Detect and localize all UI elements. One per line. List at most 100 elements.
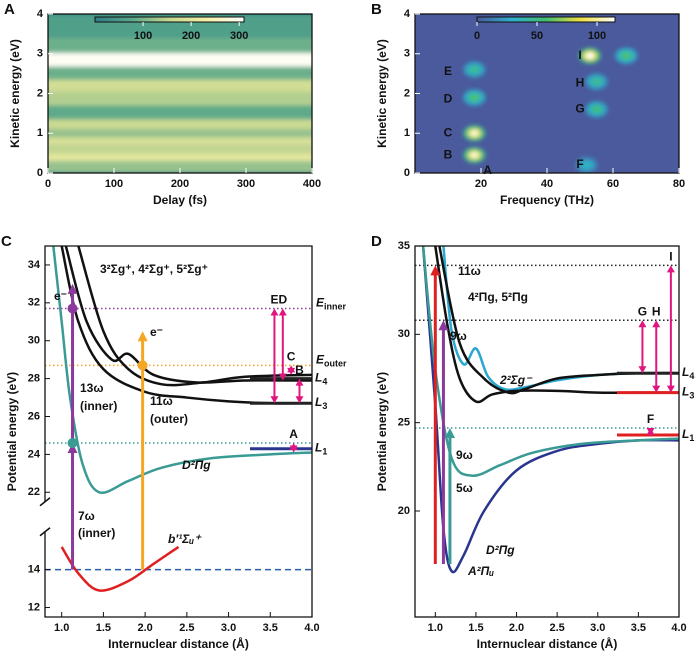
colorbar-tick-label: 300 xyxy=(230,30,248,42)
arrow-head xyxy=(444,427,455,438)
heatmap-row xyxy=(48,91,312,106)
annotation: e⁻ xyxy=(150,325,163,339)
x-tick-label: 0 xyxy=(45,178,51,190)
limit-label-main: L xyxy=(315,371,322,385)
arrow-label: A xyxy=(289,427,298,441)
peak-label: H xyxy=(576,76,585,90)
limit-label: L4 xyxy=(682,365,694,381)
x-tick-label: 1.0 xyxy=(54,622,69,634)
curve-label: A²Πᵤ xyxy=(467,564,494,578)
y-tick-label: 1 xyxy=(404,127,410,139)
annotation: 9ω xyxy=(450,329,467,343)
spot xyxy=(470,66,479,73)
spot xyxy=(592,106,601,113)
level-label: Einner xyxy=(316,296,347,312)
limit-label-main: L xyxy=(682,427,689,441)
heatmap-row xyxy=(48,105,312,120)
colorbar-tick-label: 100 xyxy=(134,30,152,42)
x-tick-label: 1.0 xyxy=(428,622,443,634)
level-label-main: E xyxy=(316,353,325,367)
colorbar-tick-label: 100 xyxy=(588,30,606,42)
x-tick-label: 40 xyxy=(541,178,553,190)
spot xyxy=(622,52,631,59)
y-tick-label: 20 xyxy=(398,505,410,517)
annotation: 3²Σg⁺, 4²Σg⁺, 5²Σg⁺ xyxy=(100,262,208,276)
y-tick-label: 3 xyxy=(404,48,410,60)
peak-label: F xyxy=(576,157,583,171)
x-tick-label: 100 xyxy=(105,178,123,190)
level-label: Eouter xyxy=(316,353,347,369)
x-tick-label: 4.0 xyxy=(671,622,686,634)
arrow-head xyxy=(270,396,279,404)
peak-label: A xyxy=(483,163,492,177)
heatmap-row xyxy=(48,161,312,173)
y-tick-label: 2 xyxy=(37,87,43,99)
y-axis-label: Kinetic energy (eV) xyxy=(375,39,389,148)
y-tick-label: 0 xyxy=(37,167,43,179)
arrow-head xyxy=(287,367,296,375)
limit-label-main: L xyxy=(315,395,322,409)
x-tick-label: 3.0 xyxy=(221,622,236,634)
heatmap-row xyxy=(48,66,312,80)
heatmap-row xyxy=(48,129,312,138)
x-tick-label: 3.5 xyxy=(631,622,646,634)
spot xyxy=(470,152,479,159)
heatmap-row xyxy=(48,37,312,53)
limit-label-sub: 1 xyxy=(689,433,694,443)
arrow-note: (inner) xyxy=(78,526,115,540)
y-tick-label: 1 xyxy=(37,127,43,139)
curve xyxy=(77,246,312,387)
arrow-head xyxy=(666,385,675,393)
arrow-note: (inner) xyxy=(80,399,117,413)
y-tick-label: 30 xyxy=(398,328,410,340)
peak-label: E xyxy=(444,64,452,78)
arrow-label: 7ω xyxy=(78,509,95,523)
arrow-head xyxy=(666,265,675,273)
plot-area xyxy=(415,14,679,173)
level-label-main: E xyxy=(316,296,325,310)
point xyxy=(67,438,78,449)
limit-label: L4 xyxy=(315,371,327,387)
x-axis-label: Internuclear distance (Å) xyxy=(108,636,249,651)
axis-break xyxy=(39,527,51,537)
panel-label: C xyxy=(1,233,12,250)
colorbar-tick-label: 50 xyxy=(531,30,543,42)
arrow-label: 13ω xyxy=(80,381,103,395)
x-axis-label: Internuclear distance (Å) xyxy=(477,636,618,651)
spot xyxy=(470,94,479,101)
x-tick-label: 1.5 xyxy=(96,622,111,634)
arrow-label: D xyxy=(278,293,287,307)
plot-area xyxy=(415,246,679,574)
arrow-label: 11ω xyxy=(150,394,173,408)
curve-label: b′¹Σᵤ⁺ xyxy=(168,532,202,546)
spot xyxy=(592,78,601,85)
y-tick-label: 0 xyxy=(404,167,410,179)
x-tick-label: 20 xyxy=(475,178,487,190)
x-tick-label: 300 xyxy=(237,178,255,190)
y-tick-label: 26 xyxy=(28,410,40,422)
arrow-head xyxy=(438,320,449,331)
peak-label: I xyxy=(578,48,581,62)
colorbar xyxy=(476,16,616,23)
heatmap-row xyxy=(48,153,312,162)
peak-label: G xyxy=(575,102,584,116)
curve xyxy=(421,246,679,574)
arrow-head xyxy=(646,428,655,436)
arrow-note: (outer) xyxy=(150,412,188,426)
arrow-head xyxy=(430,265,441,276)
x-tick-label: 200 xyxy=(171,178,189,190)
annotation: e⁻ xyxy=(54,289,67,303)
y-tick-label: 4 xyxy=(37,8,44,20)
limit-label-main: L xyxy=(682,385,689,399)
arrow-label: G xyxy=(638,304,647,318)
arrow-label: F xyxy=(647,412,654,426)
y-tick-label: 30 xyxy=(28,335,40,347)
y-axis-label: Kinetic energy (eV) xyxy=(8,39,22,148)
arrow-head xyxy=(278,308,287,316)
axis-break xyxy=(39,497,51,507)
y-tick-label: 32 xyxy=(28,297,40,309)
limit-label-sub: 3 xyxy=(689,391,694,401)
arrow-head xyxy=(652,385,661,393)
